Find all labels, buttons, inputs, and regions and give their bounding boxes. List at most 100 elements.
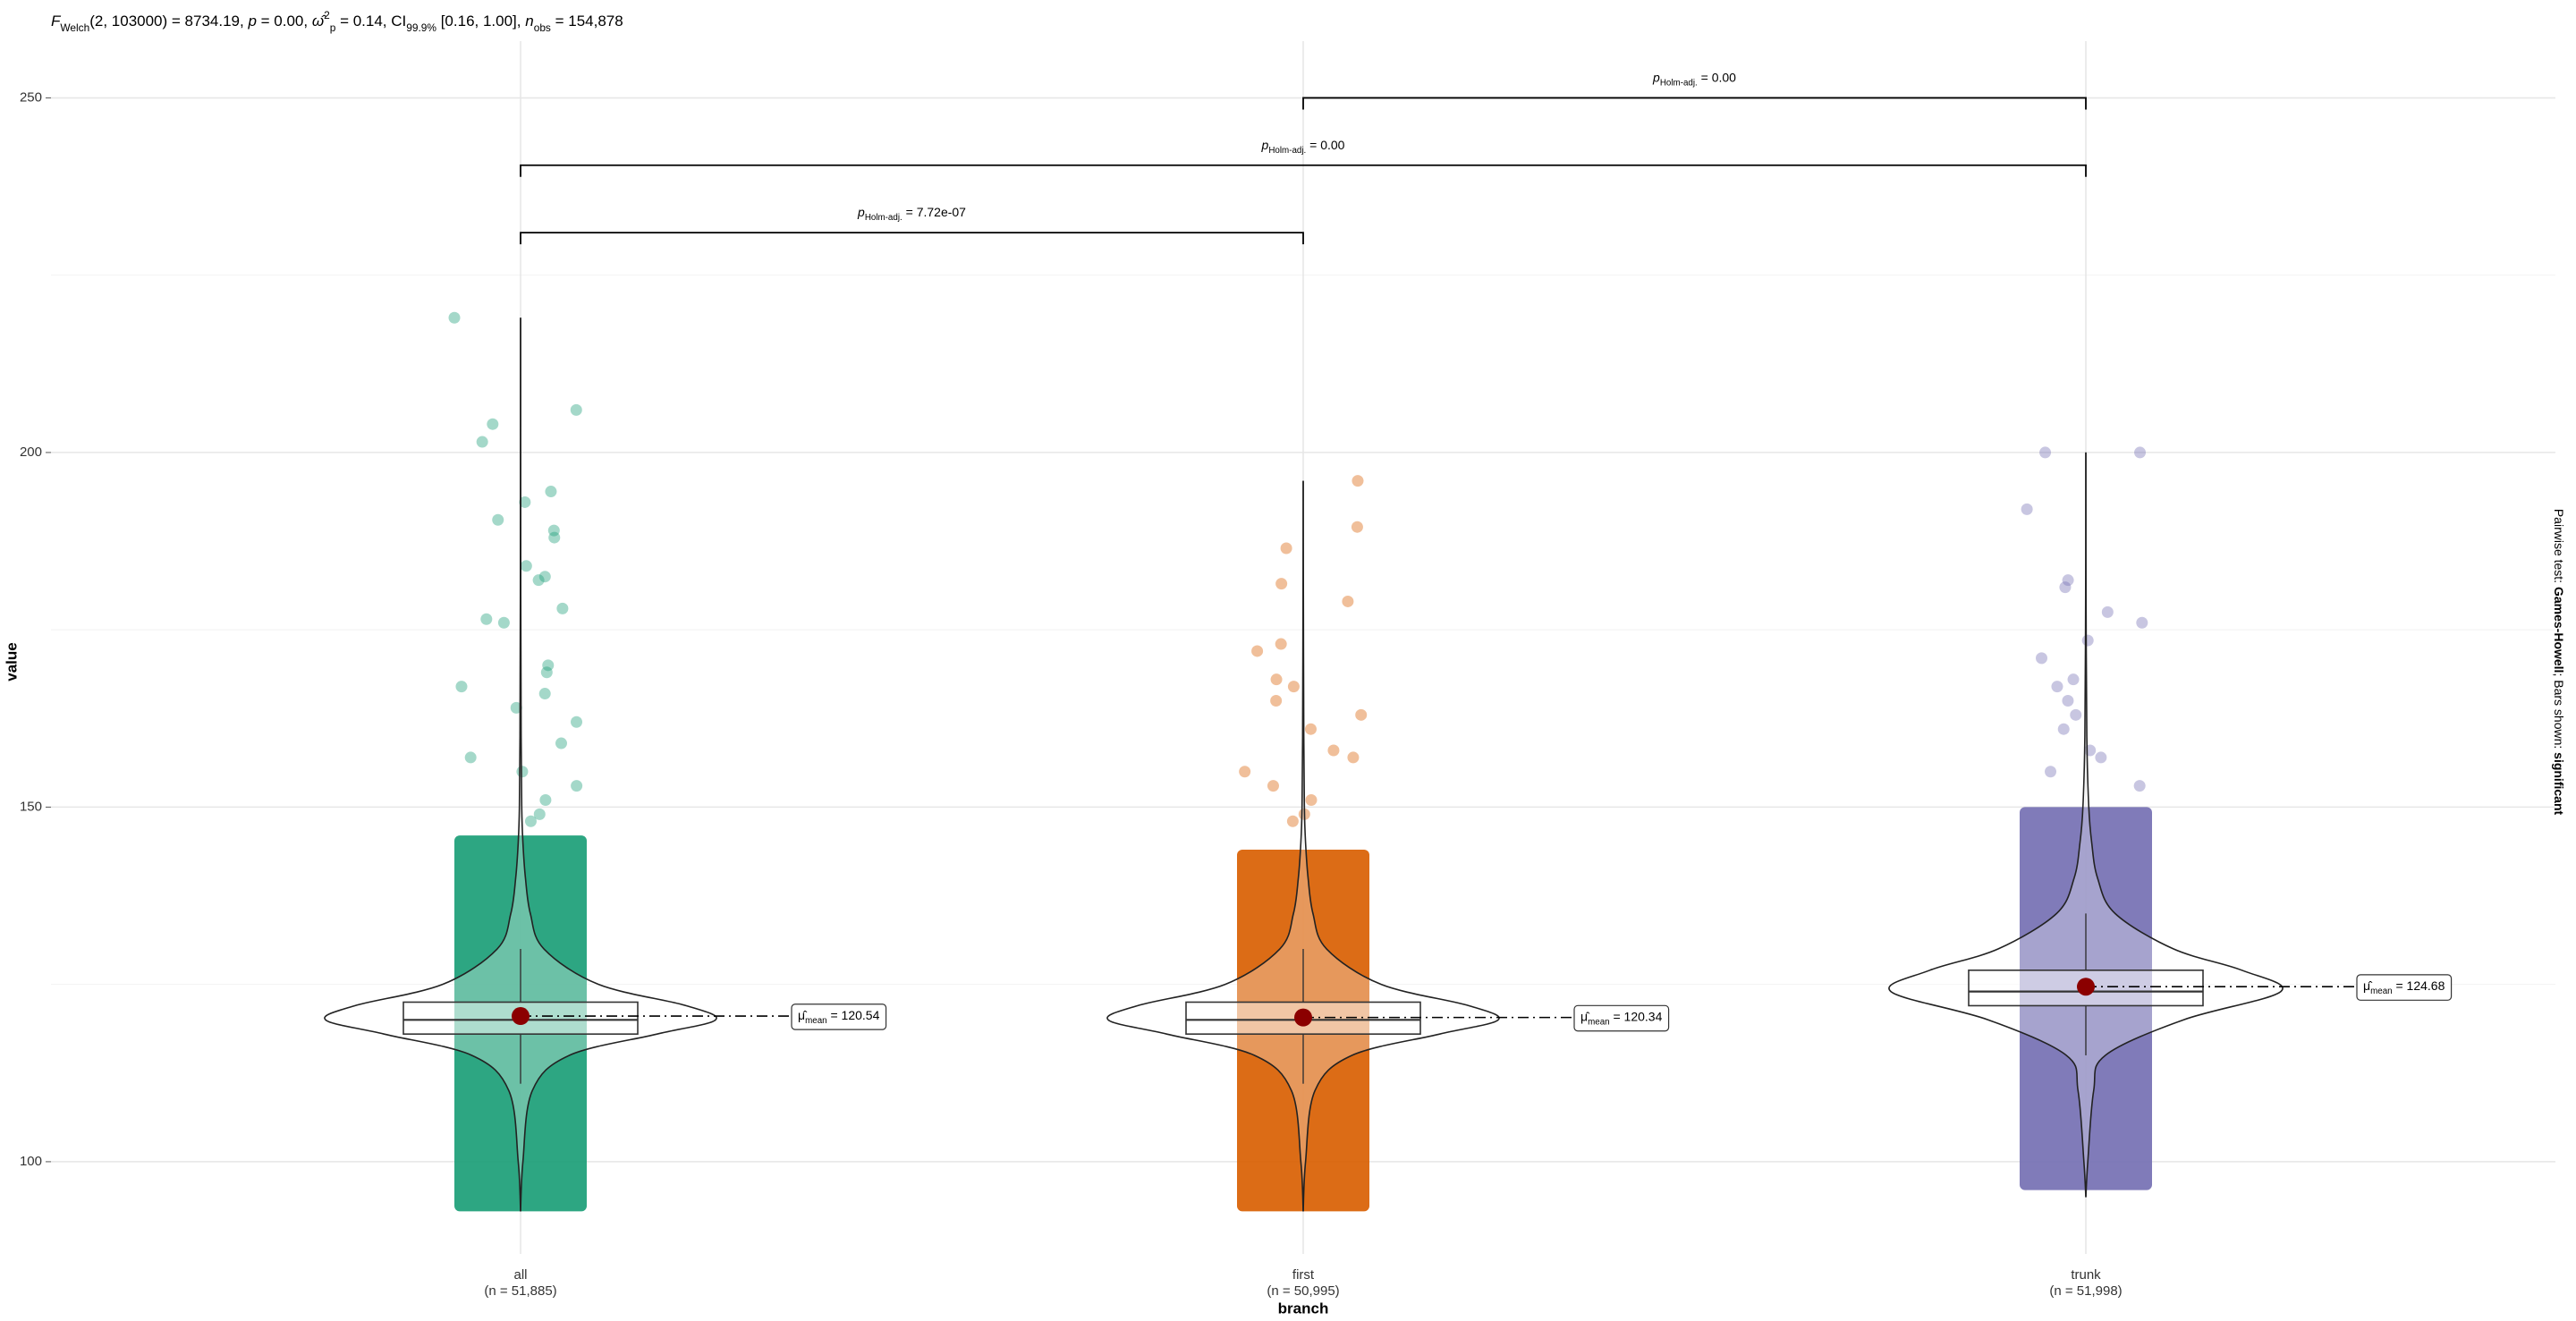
comparison-label-part: Holm-adj. [865, 213, 902, 223]
jitter-point [1239, 766, 1251, 778]
jitter-point [1270, 673, 1283, 686]
jitter-point [1327, 744, 1340, 757]
subtitle-part: Welch [60, 21, 89, 34]
mean-label-part: mean [1588, 1018, 1610, 1028]
jitter-point [1270, 694, 1283, 707]
jitter-point [510, 701, 522, 714]
jitter-point [538, 688, 551, 700]
jitter-point [2081, 634, 2094, 647]
jitter-point [2062, 694, 2074, 707]
jitter-point [2045, 766, 2057, 778]
comparison-label-part: Holm-adj. [1660, 79, 1698, 89]
violin-half [324, 318, 521, 1212]
jitter-point [2136, 616, 2148, 629]
jitter-point [1275, 578, 1288, 590]
subtitle-part: p [330, 21, 336, 34]
jitter-point [487, 418, 499, 430]
mean-label-part: = 124.68 [2393, 978, 2445, 993]
subtitle-part: obs [534, 21, 551, 34]
mean-label-part: μ̂ [2363, 978, 2373, 993]
x-tick-sublabel: (n = 51,885) [484, 1283, 556, 1299]
x-tick-label: trunk [2071, 1267, 2101, 1283]
jitter-point [1355, 708, 1368, 721]
caption-part: ; Bars shown: [2552, 673, 2566, 752]
x-tick-sublabel: (n = 50,995) [1267, 1283, 1339, 1299]
violin-half [1888, 452, 2087, 1198]
subtitle-part: ω̂ [312, 13, 326, 30]
jitter-point [1286, 815, 1299, 827]
comparison-label: pHolm-adj. = 0.00 [1652, 70, 1736, 88]
y-axis-title: value [3, 642, 20, 681]
mean-label-part: μ̂ [798, 1008, 808, 1022]
jitter-point [1351, 521, 1363, 533]
jitter-cloud [2020, 807, 2152, 1190]
mean-label-part: = 120.34 [1610, 1009, 1663, 1023]
jitter-point [539, 793, 552, 806]
comparison-label-part: p [1652, 70, 1660, 84]
jitter-point [570, 403, 582, 416]
jitter-point [556, 602, 569, 614]
jitter-point [2070, 708, 2082, 721]
x-tick-label: first [1292, 1267, 1315, 1283]
comparison-label-part: = 0.00 [1698, 70, 1736, 84]
jitter-point [455, 681, 468, 693]
subtitle-part: (2, 103000) = 8734.19, [89, 13, 248, 30]
jitter-point [571, 780, 583, 792]
jitter-point [2095, 751, 2107, 764]
jitter-point [555, 737, 567, 749]
jitter-point [2133, 780, 2146, 792]
jitter-point [1305, 793, 1318, 806]
mean-label-part: mean [2370, 987, 2393, 996]
y-tick-label: 150 [20, 799, 42, 814]
subtitle-part: = 0.00, [257, 13, 312, 30]
caption-part: significant [2552, 752, 2566, 815]
comparison-label-part: = 0.00 [1306, 137, 1344, 151]
subtitle-part: n [525, 13, 533, 30]
jitter-point [448, 311, 461, 324]
caption-part: Games-Howell [2552, 587, 2566, 673]
jitter-point [476, 436, 488, 448]
y-tick-label: 250 [20, 89, 42, 105]
jitter-point [548, 531, 561, 544]
jitter-point [2067, 673, 2080, 686]
jitter-point [464, 751, 477, 764]
mean-point [1294, 1008, 1312, 1027]
jitter-point [2062, 574, 2074, 587]
jitter-point [2101, 605, 2114, 618]
jitter-point [2059, 581, 2072, 594]
mean-label-box [1573, 1004, 1670, 1032]
mean-label-part: mean [805, 1016, 827, 1026]
jitter-point [540, 666, 553, 679]
y-tick-label: 200 [20, 445, 42, 460]
x-tick-sublabel: (n = 51,998) [2049, 1283, 2122, 1299]
jitter-point [519, 495, 531, 508]
subtitle-part: p [247, 13, 256, 30]
mean-label-box [791, 1003, 887, 1030]
jitter-point [545, 486, 557, 498]
jitter-point [1352, 475, 1364, 487]
comparison-label-part: p [857, 205, 865, 219]
jitter-point [516, 766, 529, 778]
mean-label-part: = 120.54 [827, 1008, 880, 1022]
jitter-point [1347, 751, 1360, 764]
jitter-point [1267, 780, 1279, 792]
jitter-point [480, 613, 493, 625]
jitter-point [571, 716, 583, 728]
x-tick-label: all [513, 1267, 527, 1283]
jitter-point [2057, 723, 2070, 735]
jitter-point [2021, 503, 2033, 515]
mean-point [2077, 978, 2095, 996]
x-axis-title: branch [1278, 1300, 1329, 1317]
mean-label-box [2356, 974, 2453, 1001]
jitter-point [2134, 446, 2147, 459]
jitter-point [2051, 681, 2063, 693]
violin-half [2085, 452, 2284, 1198]
comparison-bracket [520, 164, 2087, 177]
mean-label: μ̂mean = 120.54 [798, 1008, 880, 1026]
comparison-bracket [520, 232, 1304, 245]
jitter-point [532, 574, 545, 587]
jitter-point [533, 808, 546, 820]
jitter-point [1342, 595, 1354, 607]
mean-label: μ̂mean = 120.34 [1580, 1009, 1663, 1027]
